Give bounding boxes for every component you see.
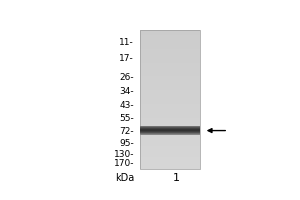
Bar — [140, 150, 200, 153]
Bar — [140, 148, 200, 150]
Bar — [140, 128, 200, 129]
Bar — [140, 134, 200, 135]
Text: 34-: 34- — [119, 87, 134, 96]
Bar — [140, 160, 200, 162]
Bar — [140, 97, 200, 99]
Bar — [140, 81, 200, 83]
Bar — [140, 153, 200, 155]
Bar — [140, 125, 200, 127]
Bar — [140, 63, 200, 65]
Bar — [140, 44, 200, 46]
Bar — [140, 139, 200, 141]
Bar — [140, 111, 200, 113]
Text: 11-: 11- — [119, 38, 134, 47]
Bar — [140, 130, 200, 131]
Bar — [140, 131, 200, 132]
Bar — [140, 129, 200, 132]
Bar — [140, 126, 200, 127]
Bar — [140, 72, 200, 74]
Bar — [140, 37, 200, 39]
Bar — [140, 79, 200, 81]
Text: 95-: 95- — [119, 139, 134, 148]
Bar — [140, 136, 200, 139]
Bar — [140, 134, 200, 136]
Text: 130-: 130- — [113, 150, 134, 159]
Bar — [140, 132, 200, 134]
Bar — [140, 104, 200, 106]
Bar — [140, 155, 200, 157]
Bar — [140, 120, 200, 123]
Bar — [140, 166, 200, 169]
Bar — [140, 133, 200, 134]
Bar — [140, 46, 200, 49]
Bar — [140, 67, 200, 69]
Bar — [140, 49, 200, 51]
Text: 55-: 55- — [119, 114, 134, 123]
Bar — [140, 56, 200, 58]
Bar — [140, 146, 200, 148]
Bar — [140, 129, 200, 130]
Bar — [140, 118, 200, 120]
Bar — [140, 106, 200, 109]
Bar — [140, 88, 200, 90]
Text: 26-: 26- — [119, 73, 134, 82]
Bar — [140, 162, 200, 164]
Bar — [140, 30, 200, 169]
Bar — [140, 69, 200, 72]
Bar — [140, 30, 200, 32]
Bar — [140, 141, 200, 143]
Bar — [140, 109, 200, 111]
Text: 17-: 17- — [119, 54, 134, 63]
Bar — [140, 65, 200, 67]
Bar — [140, 39, 200, 42]
Text: 1: 1 — [172, 173, 179, 183]
Bar — [140, 86, 200, 88]
Bar — [140, 35, 200, 37]
Bar — [140, 53, 200, 56]
Bar — [140, 132, 200, 133]
Bar — [140, 102, 200, 104]
Bar — [140, 116, 200, 118]
Bar — [140, 113, 200, 116]
Bar — [140, 74, 200, 76]
Bar — [140, 93, 200, 95]
Bar — [140, 157, 200, 160]
Text: kDa: kDa — [115, 173, 134, 183]
Bar — [140, 60, 200, 62]
Bar — [140, 143, 200, 146]
Bar — [140, 95, 200, 97]
Bar — [140, 123, 200, 125]
Bar — [140, 83, 200, 86]
Bar — [140, 99, 200, 102]
Bar — [140, 164, 200, 166]
Bar — [140, 42, 200, 44]
Text: 72-: 72- — [119, 127, 134, 136]
Bar — [140, 32, 200, 35]
Bar — [140, 90, 200, 93]
Bar — [140, 58, 200, 60]
Text: 43-: 43- — [119, 101, 134, 110]
Bar — [140, 127, 200, 129]
Bar — [140, 127, 200, 128]
Bar — [140, 76, 200, 79]
Text: 170-: 170- — [113, 159, 134, 168]
Bar — [140, 51, 200, 53]
